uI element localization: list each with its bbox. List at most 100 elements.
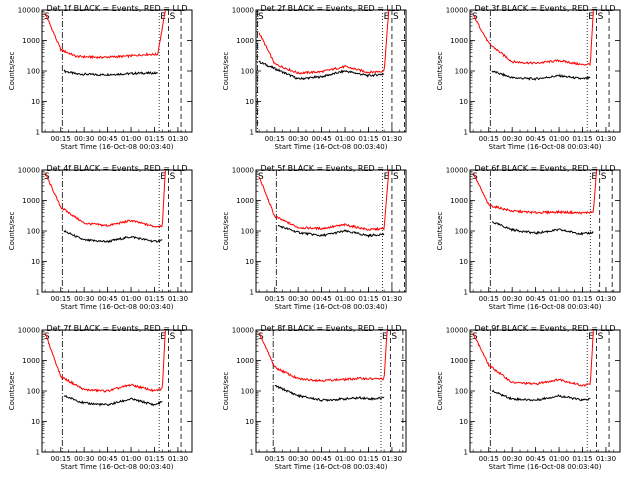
x-tick-label: 00:30 [502, 455, 522, 463]
x-tick-label: 01:00 [335, 135, 355, 143]
marker-s-right: S [393, 12, 399, 22]
x-tick-label: 00:15 [51, 295, 71, 303]
marker-e: E [160, 172, 166, 182]
x-tick-label: 01:00 [121, 455, 141, 463]
y-tick-label: 10 [245, 98, 254, 106]
x-axis-label: Start Time (16-Oct-08 00:03:40) [275, 303, 388, 311]
y-tick-label: 10000 [18, 327, 40, 335]
series-events-line [277, 224, 385, 238]
y-tick-label: 10 [459, 418, 468, 426]
x-axis-label: Start Time (16-Oct-08 00:03:40) [489, 143, 602, 151]
y-axis-label: Counts/sec [222, 52, 230, 91]
marker-s-right: S [170, 332, 176, 342]
x-tick-label: 00:45 [312, 135, 332, 143]
marker-s-right: S [391, 332, 397, 342]
series-events-line [63, 69, 158, 77]
chart-panel-8: Det 8f BLACK = Events, RED = LLD 1 10 100 10… [222, 324, 407, 471]
y-tick-label: 10000 [446, 327, 468, 335]
x-tick-label: 00:30 [502, 135, 522, 143]
y-tick-label: 100 [27, 68, 40, 76]
marker-e: E [588, 12, 594, 22]
x-tick-label: 01:15 [144, 455, 164, 463]
y-tick-label: 10000 [18, 7, 40, 15]
x-tick-label: 00:45 [312, 295, 332, 303]
x-tick-label: 01:00 [549, 135, 569, 143]
y-tick-label: 1 [36, 129, 40, 137]
y-tick-label: 10000 [232, 7, 254, 15]
x-tick-label: 01:15 [358, 135, 378, 143]
y-tick-label: 100 [455, 388, 468, 396]
marker-e: E [160, 12, 166, 22]
x-tick-label: 00:30 [288, 135, 308, 143]
x-tick-label: 00:45 [526, 295, 546, 303]
series-events-line [258, 60, 385, 81]
marker-s-right: S [170, 172, 176, 182]
chart-panel-7: Det 7f BLACK = Events, RED = LLD 1 10 100 10… [8, 324, 193, 471]
y-tick-label: 1000 [236, 197, 254, 205]
x-tick-label: 00:45 [526, 135, 546, 143]
x-tick-label: 00:15 [479, 455, 499, 463]
series-lld-line [258, 169, 390, 232]
plot-frame [41, 329, 193, 453]
y-axis-label: Counts/sec [436, 52, 444, 91]
chart-title: Det 4f BLACK = Events, RED = LLD [46, 164, 187, 173]
x-tick-label: 01:15 [144, 295, 164, 303]
y-tick-label: 10 [31, 258, 40, 266]
chart-title: Det 7f BLACK = Events, RED = LLD [46, 324, 187, 333]
x-axis-label: Start Time (16-Oct-08 00:03:40) [275, 463, 388, 471]
x-tick-label: 00:30 [288, 295, 308, 303]
x-tick-label: 00:45 [98, 295, 118, 303]
chart-panel-5: Det 5f BLACK = Events, RED = LLD 1 10 100 10… [222, 164, 407, 311]
marker-s-right: S [598, 12, 604, 22]
y-tick-label: 100 [241, 228, 254, 236]
marker-s-left: S [258, 12, 264, 22]
chart-panel-9: Det 9f BLACK = Events, RED = LLD 1 10 100 10… [436, 324, 621, 471]
series-lld-line [472, 9, 594, 67]
y-tick-label: 100 [241, 388, 254, 396]
x-tick-label: 00:30 [74, 295, 94, 303]
chart-panel-6: Det 6f BLACK = Events, RED = LLD 1 10 100 10… [436, 164, 621, 311]
x-tick-label: 01:15 [144, 135, 164, 143]
chart-title: Det 3f BLACK = Events, RED = LLD [474, 4, 615, 13]
series-lld-line [44, 169, 166, 228]
series-events-line [491, 221, 594, 236]
x-tick-label: 00:45 [98, 135, 118, 143]
x-tick-label: 00:15 [51, 135, 71, 143]
y-tick-label: 100 [241, 68, 254, 76]
y-axis-label: Counts/sec [436, 212, 444, 251]
x-tick-label: 00:45 [312, 455, 332, 463]
y-tick-label: 10000 [446, 167, 468, 175]
y-tick-label: 100 [455, 68, 468, 76]
x-axis-label: Start Time (16-Oct-08 00:03:40) [61, 303, 174, 311]
y-tick-label: 100 [27, 388, 40, 396]
x-tick-label: 00:30 [74, 455, 94, 463]
y-tick-label: 10 [245, 418, 254, 426]
chart-panel-3: Det 3f BLACK = Events, RED = LLD 1 10 100 10… [436, 4, 621, 151]
y-tick-label: 1 [464, 289, 468, 297]
x-tick-label: 01:30 [382, 135, 402, 143]
marker-s-right: S [598, 332, 604, 342]
x-tick-label: 00:15 [479, 135, 499, 143]
series-events-line [491, 70, 591, 81]
y-tick-label: 1000 [22, 197, 40, 205]
y-tick-label: 10 [31, 98, 40, 106]
y-tick-label: 100 [27, 228, 40, 236]
x-tick-label: 00:45 [526, 455, 546, 463]
x-tick-label: 00:30 [74, 135, 94, 143]
x-tick-label: 01:00 [121, 135, 141, 143]
x-axis-label: Start Time (16-Oct-08 00:03:40) [61, 463, 174, 471]
marker-s-right: S [393, 172, 399, 182]
plot-frame [469, 169, 621, 293]
y-tick-label: 10 [245, 258, 254, 266]
x-tick-label: 00:15 [265, 455, 285, 463]
y-tick-label: 1000 [22, 357, 40, 365]
x-tick-label: 01:30 [382, 295, 402, 303]
y-axis-label: Counts/sec [8, 52, 16, 91]
series-events-line [63, 229, 163, 244]
x-tick-label: 01:15 [572, 295, 592, 303]
y-tick-label: 1000 [236, 37, 254, 45]
y-tick-label: 1000 [236, 357, 254, 365]
x-tick-label: 00:15 [479, 295, 499, 303]
series-events-line [491, 389, 591, 402]
marker-e: E [588, 332, 594, 342]
